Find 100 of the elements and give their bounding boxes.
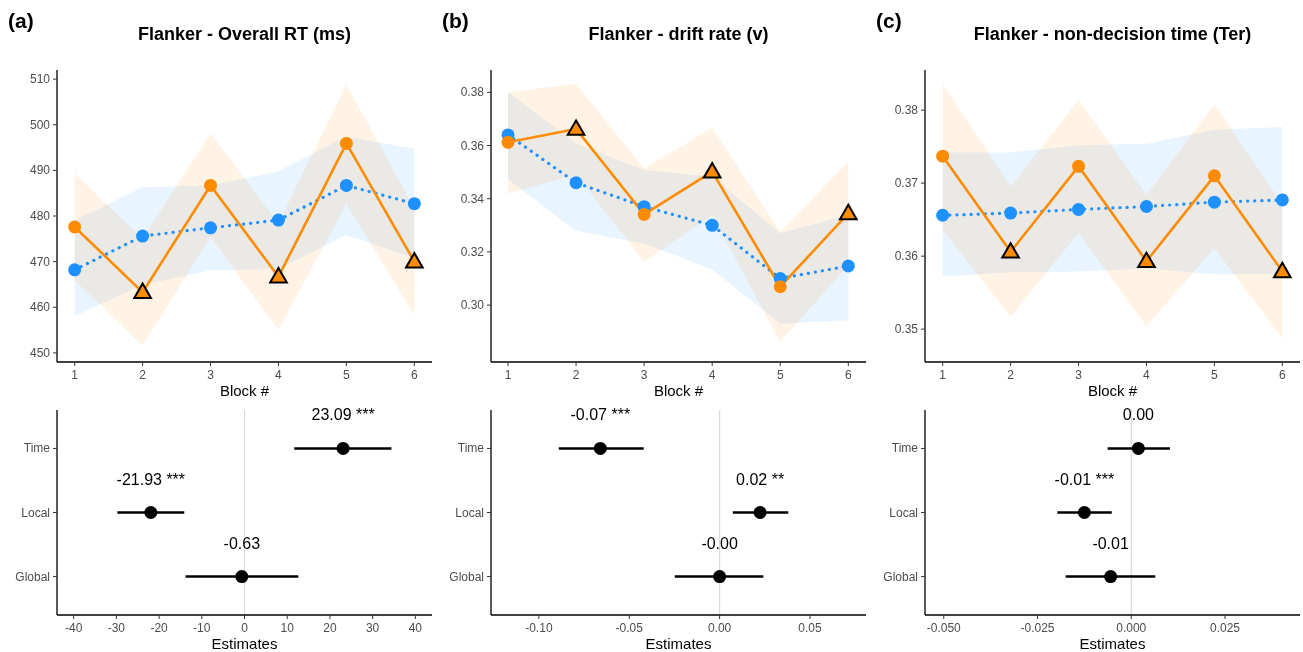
- point: [1273, 261, 1292, 279]
- y-tick-label: 0.37: [894, 176, 919, 191]
- x-tick-label: 10: [280, 621, 295, 635]
- x-tick-label: -20: [150, 621, 169, 635]
- x-tick-label: 2: [139, 368, 147, 382]
- y-tick-label: 510: [29, 72, 51, 87]
- point: [773, 280, 787, 294]
- text: (b): [442, 9, 469, 32]
- point: [269, 267, 288, 284]
- x-tick-label: 5: [1211, 368, 1219, 382]
- y-tick-label: 0.34: [460, 191, 485, 206]
- x-tick-label: 0.00: [707, 621, 732, 635]
- x-tick-label: 3: [640, 368, 648, 382]
- x-tick-label: 1: [71, 368, 79, 382]
- y-tick-label: 0.30: [460, 298, 485, 313]
- x-tick-label: 4: [1143, 368, 1151, 382]
- y-tick-label: 0.38: [460, 85, 485, 100]
- point: [838, 203, 858, 221]
- point: [1072, 202, 1086, 216]
- y-tick-label: 0.35: [894, 322, 919, 337]
- annotation: -0.01: [1092, 534, 1129, 552]
- point: [136, 229, 150, 243]
- x-axis-title: Block #: [1087, 382, 1138, 399]
- point: [702, 161, 722, 179]
- text: (a): [8, 9, 34, 32]
- y-tick-label: Global: [883, 569, 918, 584]
- y-tick-label: Local: [455, 505, 484, 520]
- point: [405, 252, 424, 269]
- point: [1072, 159, 1086, 173]
- x-tick-label: -0.10: [525, 621, 553, 635]
- y-tick-label: 450: [29, 345, 51, 360]
- y-tick-label: 0.38: [894, 103, 919, 118]
- x-tick-label: 6: [1278, 368, 1286, 382]
- x-tick-label: 3: [1075, 368, 1083, 382]
- x-axis-title: Block #: [219, 382, 270, 399]
- x-axis-title: Estimates: [645, 635, 712, 652]
- point: [566, 119, 586, 136]
- x-tick-label: 40: [408, 621, 423, 635]
- point: [936, 149, 950, 163]
- y-tick-label: 500: [29, 117, 51, 132]
- x-tick-label: 1: [939, 368, 947, 382]
- x-tick-label: 5: [343, 368, 351, 382]
- point: [68, 220, 82, 234]
- x-tick-label: 30: [365, 621, 380, 635]
- point: [1001, 242, 1020, 259]
- y-tick-label: 0.36: [460, 138, 485, 153]
- y-tick-label: 460: [29, 300, 51, 315]
- point: [271, 213, 285, 227]
- x-tick-label: -30: [107, 621, 126, 635]
- point: [569, 176, 583, 190]
- point: [1004, 206, 1018, 220]
- x-tick-label: -0.05: [615, 621, 644, 635]
- point: [339, 178, 353, 192]
- point: [339, 136, 353, 150]
- y-tick-label: 480: [29, 209, 51, 223]
- y-tick-label: Local: [21, 505, 50, 520]
- y-tick-label: Global: [15, 569, 50, 584]
- annotation: -0.01 ***: [1054, 470, 1115, 488]
- x-tick-label: 4: [708, 368, 716, 382]
- x-tick-label: 20: [323, 621, 337, 635]
- x-axis-title: Block #: [653, 382, 704, 399]
- y-tick-label: 490: [29, 163, 51, 178]
- point: [1137, 251, 1156, 269]
- x-tick-label: 0.025: [1209, 621, 1241, 635]
- point: [204, 178, 218, 192]
- point: [936, 208, 950, 222]
- x-tick-label: 2: [1007, 368, 1015, 382]
- annotation: -0.00: [701, 534, 738, 552]
- x-tick-label: 6: [844, 368, 852, 382]
- point: [841, 259, 855, 273]
- annotation: -21.93 ***: [116, 470, 186, 488]
- x-tick-label: 2: [572, 368, 580, 382]
- annotation: -0.63: [223, 534, 261, 552]
- point: [501, 135, 515, 149]
- point: [1275, 193, 1289, 207]
- annotation: 0.00: [1122, 406, 1155, 424]
- point: [1139, 200, 1153, 214]
- y-tick-label: Time: [23, 441, 51, 456]
- x-tick-label: 4: [275, 368, 283, 382]
- x-tick-label: 0.05: [798, 621, 822, 635]
- point: [68, 263, 82, 277]
- point: [204, 221, 218, 235]
- x-tick-label: 6: [410, 368, 418, 382]
- x-tick-label: 5: [776, 368, 784, 382]
- point: [637, 207, 651, 221]
- x-axis-title: Estimates: [1079, 635, 1146, 652]
- point: [705, 218, 719, 232]
- annotation: 0.02 **: [736, 470, 785, 488]
- annotation: 23.09 ***: [311, 406, 375, 424]
- x-tick-label: -40: [64, 621, 83, 635]
- x-tick-label: -10: [193, 621, 211, 635]
- y-tick-label: 0.36: [894, 249, 919, 264]
- point: [1207, 169, 1221, 183]
- x-tick-label: 3: [207, 368, 215, 382]
- y-tick-label: 470: [29, 254, 51, 269]
- point: [407, 197, 421, 211]
- y-tick-label: Time: [891, 441, 919, 456]
- y-tick-label: Local: [889, 505, 918, 520]
- x-tick-label: -0.025: [1020, 621, 1055, 635]
- y-tick-label: 0.32: [460, 244, 485, 259]
